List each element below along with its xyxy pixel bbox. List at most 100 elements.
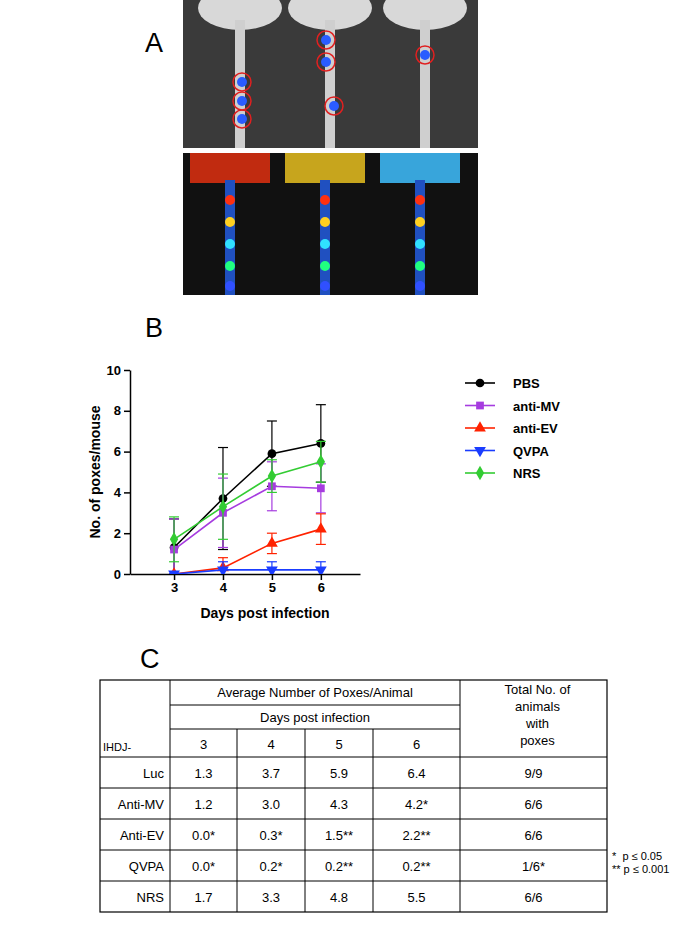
plot-marks bbox=[168, 405, 327, 574]
x-axis-title: Days post infection bbox=[200, 605, 329, 621]
error-cap bbox=[267, 510, 277, 511]
marker bbox=[168, 571, 180, 574]
legend-label: anti-EV bbox=[513, 421, 558, 436]
x-axis-line bbox=[131, 574, 361, 576]
imaging-panel bbox=[183, 0, 478, 295]
tick-label: 6 bbox=[318, 580, 325, 595]
table-rule bbox=[373, 729, 374, 912]
total-header: with bbox=[525, 716, 549, 731]
error-stem bbox=[320, 405, 321, 483]
signal-spot bbox=[321, 35, 331, 45]
series-line bbox=[174, 443, 321, 547]
table-rule bbox=[237, 729, 238, 912]
error-stem bbox=[222, 448, 223, 550]
legend-marker bbox=[474, 447, 486, 457]
signal-body bbox=[285, 153, 365, 183]
tick: 8 bbox=[114, 403, 130, 418]
row-label: Luc bbox=[143, 766, 164, 781]
error-cap bbox=[316, 561, 326, 562]
panel-label: A bbox=[145, 28, 163, 58]
signal-spot bbox=[225, 261, 235, 271]
mouse-tail bbox=[420, 20, 430, 148]
tick: 5 bbox=[269, 574, 276, 595]
legend-label: NRS bbox=[513, 466, 541, 481]
y-axis-line bbox=[130, 371, 132, 575]
error-cap bbox=[267, 459, 277, 460]
error-cap bbox=[218, 547, 228, 548]
marker bbox=[268, 469, 276, 483]
signal-spot bbox=[329, 101, 339, 111]
signal-spot bbox=[320, 217, 330, 227]
tick-label: 6 bbox=[114, 444, 121, 459]
table-rule bbox=[100, 819, 607, 820]
error-bar bbox=[316, 441, 326, 482]
error-cap bbox=[316, 513, 326, 514]
marker bbox=[266, 567, 278, 574]
error-bar bbox=[218, 562, 228, 574]
region-circle bbox=[317, 53, 335, 71]
table-rule bbox=[100, 757, 607, 758]
legend-item: PBS bbox=[465, 376, 540, 391]
marker bbox=[266, 537, 278, 547]
footnote: * p ≤ 0.05 bbox=[612, 850, 662, 862]
table-cell: 1.2 bbox=[194, 797, 212, 812]
error-bar bbox=[267, 562, 277, 574]
table-rule bbox=[100, 850, 607, 851]
tick-mark bbox=[124, 411, 130, 413]
region-circle bbox=[325, 97, 343, 115]
error-cap bbox=[267, 420, 277, 421]
tick-mark bbox=[124, 492, 130, 494]
table-rule bbox=[170, 680, 171, 912]
error-cap bbox=[267, 561, 277, 562]
table-cell: 1.5** bbox=[325, 828, 353, 843]
error-cap bbox=[316, 482, 326, 483]
tick-mark bbox=[124, 370, 130, 372]
table-cell: 3.7 bbox=[262, 766, 280, 781]
total-header: poxes bbox=[520, 733, 555, 748]
error-bar bbox=[267, 421, 277, 486]
signal-spot bbox=[320, 281, 330, 291]
image-background bbox=[183, 153, 478, 295]
table-rule bbox=[305, 729, 306, 912]
error-cap bbox=[316, 441, 326, 442]
legend-marker bbox=[476, 379, 485, 388]
row-label: QVPA bbox=[129, 859, 164, 874]
error-cap bbox=[218, 561, 228, 562]
signal-spot bbox=[415, 281, 425, 291]
x-axis: 3456 bbox=[131, 574, 361, 595]
table-rule bbox=[170, 705, 460, 706]
column-header: 5 bbox=[335, 737, 342, 752]
tick-mark bbox=[272, 574, 274, 580]
tick-mark bbox=[124, 574, 130, 576]
tick-mark bbox=[174, 574, 176, 580]
signal-spot bbox=[321, 57, 331, 67]
table-cell: 1.7 bbox=[194, 890, 212, 905]
mouse-tail bbox=[415, 180, 425, 295]
tick-label: 5 bbox=[269, 580, 276, 595]
subheader: Days post infection bbox=[260, 710, 370, 725]
region-circle bbox=[317, 31, 335, 49]
error-cap bbox=[267, 492, 277, 493]
table-cell: 6/6 bbox=[524, 890, 542, 905]
panel-label: C bbox=[140, 644, 160, 674]
y-axis: 0246810 bbox=[107, 363, 131, 582]
marker bbox=[170, 532, 178, 546]
table-cell: 6/6 bbox=[524, 828, 542, 843]
tick: 6 bbox=[114, 444, 130, 459]
footnote: ** p ≤ 0.001 bbox=[612, 863, 669, 875]
table-cell: 3.3 bbox=[262, 890, 280, 905]
mouse-tail bbox=[320, 180, 330, 295]
signal-spot bbox=[225, 239, 235, 249]
column-header: 3 bbox=[200, 737, 207, 752]
table-cell: 6.4 bbox=[407, 766, 425, 781]
signal-spot bbox=[237, 114, 247, 124]
error-bar bbox=[169, 517, 179, 562]
table-cell: 0.2* bbox=[259, 859, 282, 874]
row-label: NRS bbox=[137, 890, 165, 905]
tick: 4 bbox=[114, 485, 130, 500]
region-circle bbox=[416, 46, 434, 64]
error-cap bbox=[267, 553, 277, 554]
legend-label: QVPA bbox=[513, 444, 549, 459]
tick-label: 2 bbox=[114, 526, 121, 541]
tick: 10 bbox=[107, 363, 130, 378]
